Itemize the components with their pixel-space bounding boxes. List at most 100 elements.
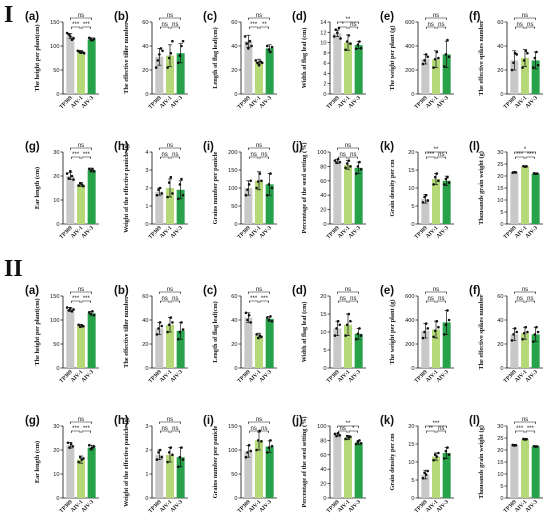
- significance-bracket: [338, 430, 348, 433]
- y-tick-label: 30: [53, 150, 59, 156]
- significance-bracket: [81, 430, 91, 433]
- significance-label: ns: [522, 287, 528, 293]
- data-point: [356, 332, 360, 336]
- data-point: [345, 162, 349, 165]
- data-point: [269, 439, 272, 442]
- data-point: [180, 321, 183, 324]
- panel-I-a: (a)The height per plant(cm)050100150TP30…: [25, 11, 99, 110]
- y-tick-label: 400: [405, 44, 414, 50]
- data-point: [171, 321, 174, 324]
- bar-AIV-1: [255, 180, 263, 224]
- y-tick-label: 50: [231, 204, 237, 210]
- panel-II-h: (h)Weight of the effective panicle (g) 0 1…: [114, 415, 188, 514]
- data-point: [437, 451, 440, 455]
- panel-label: (c): [203, 11, 217, 23]
- y-axis-label: The weight per plant (g): [389, 26, 396, 91]
- y-tick-label: 5: [323, 348, 326, 354]
- y-tick-label: 0: [145, 222, 148, 228]
- x-tick-label: AIV-3: [259, 369, 274, 384]
- bar-AIV-3: [176, 330, 185, 368]
- data-point: [67, 309, 71, 312]
- x-tick-label: AIV-3: [81, 369, 96, 384]
- bar-AIV-1: [521, 58, 529, 94]
- data-point: [437, 325, 440, 329]
- bar-AIV-3: [442, 322, 451, 368]
- bar-AIV-3: [87, 447, 96, 498]
- data-point: [426, 469, 430, 473]
- y-tick-label: 40: [497, 318, 503, 324]
- data-point: [533, 56, 537, 60]
- bar-AIV-1: [432, 59, 440, 94]
- y-tick-label: 0: [500, 496, 503, 502]
- data-point: [160, 455, 164, 459]
- data-point: [447, 318, 451, 322]
- data-point: [446, 38, 449, 42]
- bar-AIV-3: [265, 48, 274, 94]
- y-tick-label: 20: [320, 482, 326, 488]
- significance-label: ***: [527, 426, 535, 432]
- y-tick-label: 60: [497, 294, 503, 300]
- data-point: [423, 330, 426, 334]
- data-point: [424, 193, 428, 197]
- data-point: [335, 161, 338, 165]
- significance-label: ns: [350, 296, 356, 302]
- data-point: [536, 330, 540, 334]
- y-tick-label: 60: [231, 294, 237, 300]
- data-point: [510, 68, 514, 72]
- data-point: [180, 44, 183, 48]
- panel-label: (j): [292, 141, 303, 153]
- significance-label: ns: [256, 287, 262, 293]
- bar-AIV-3: [265, 446, 274, 498]
- x-tick-label: AIV-3: [81, 225, 96, 240]
- panel-II-k: (k)Grain density per cm05101520TP309AIV-…: [380, 415, 454, 514]
- data-point: [267, 446, 271, 449]
- x-tick-label: AIV-3: [259, 499, 274, 514]
- data-point: [260, 335, 263, 339]
- x-tick-label: AIV-3: [170, 225, 185, 240]
- bar-AIV-3: [265, 318, 274, 368]
- bar-AIV-1: [521, 333, 529, 368]
- data-point: [166, 66, 169, 69]
- data-point: [171, 453, 174, 457]
- y-tick-label: 6: [323, 61, 326, 67]
- data-point: [169, 316, 173, 319]
- y-tick-label: 0: [411, 496, 414, 502]
- data-point: [244, 455, 248, 459]
- panel-label: (d): [292, 285, 307, 297]
- panel-label: (c): [203, 285, 217, 297]
- y-tick-label: 0: [500, 92, 503, 98]
- bar-AIV-3: [87, 39, 96, 94]
- y-tick-label: 60: [320, 453, 326, 459]
- x-tick-label: AIV-3: [170, 499, 185, 514]
- bar-AIV-1: [344, 164, 352, 224]
- significance-label: ns: [438, 22, 444, 28]
- y-tick-label: 0: [411, 92, 414, 98]
- y-tick-label: 20: [142, 342, 148, 348]
- panel-label: (f): [469, 285, 481, 297]
- bar-AIV-3: [354, 45, 363, 94]
- y-tick-label: 150: [50, 20, 59, 26]
- data-point: [167, 451, 171, 454]
- data-point: [426, 55, 430, 59]
- y-tick-label: 60: [231, 20, 237, 26]
- y-tick-label: 25: [497, 436, 503, 442]
- data-point: [70, 174, 74, 178]
- data-point: [69, 307, 72, 310]
- bar-AIV-1: [255, 335, 263, 368]
- x-tick-label: AIV-3: [436, 95, 451, 110]
- data-point: [180, 177, 183, 181]
- data-point: [535, 325, 538, 329]
- bar-TP309: [66, 309, 75, 368]
- data-point: [515, 330, 519, 334]
- significance-bracket: [425, 151, 447, 154]
- data-point: [344, 166, 347, 170]
- bar-TP309: [155, 56, 164, 94]
- bar-AIV-1: [166, 55, 174, 94]
- bar-AIV-1: [166, 188, 174, 224]
- y-tick-label: 5: [411, 478, 414, 484]
- bar-AIV-3: [176, 189, 185, 224]
- data-point: [269, 172, 272, 175]
- data-point: [166, 195, 169, 199]
- y-tick-label: 3: [145, 424, 148, 430]
